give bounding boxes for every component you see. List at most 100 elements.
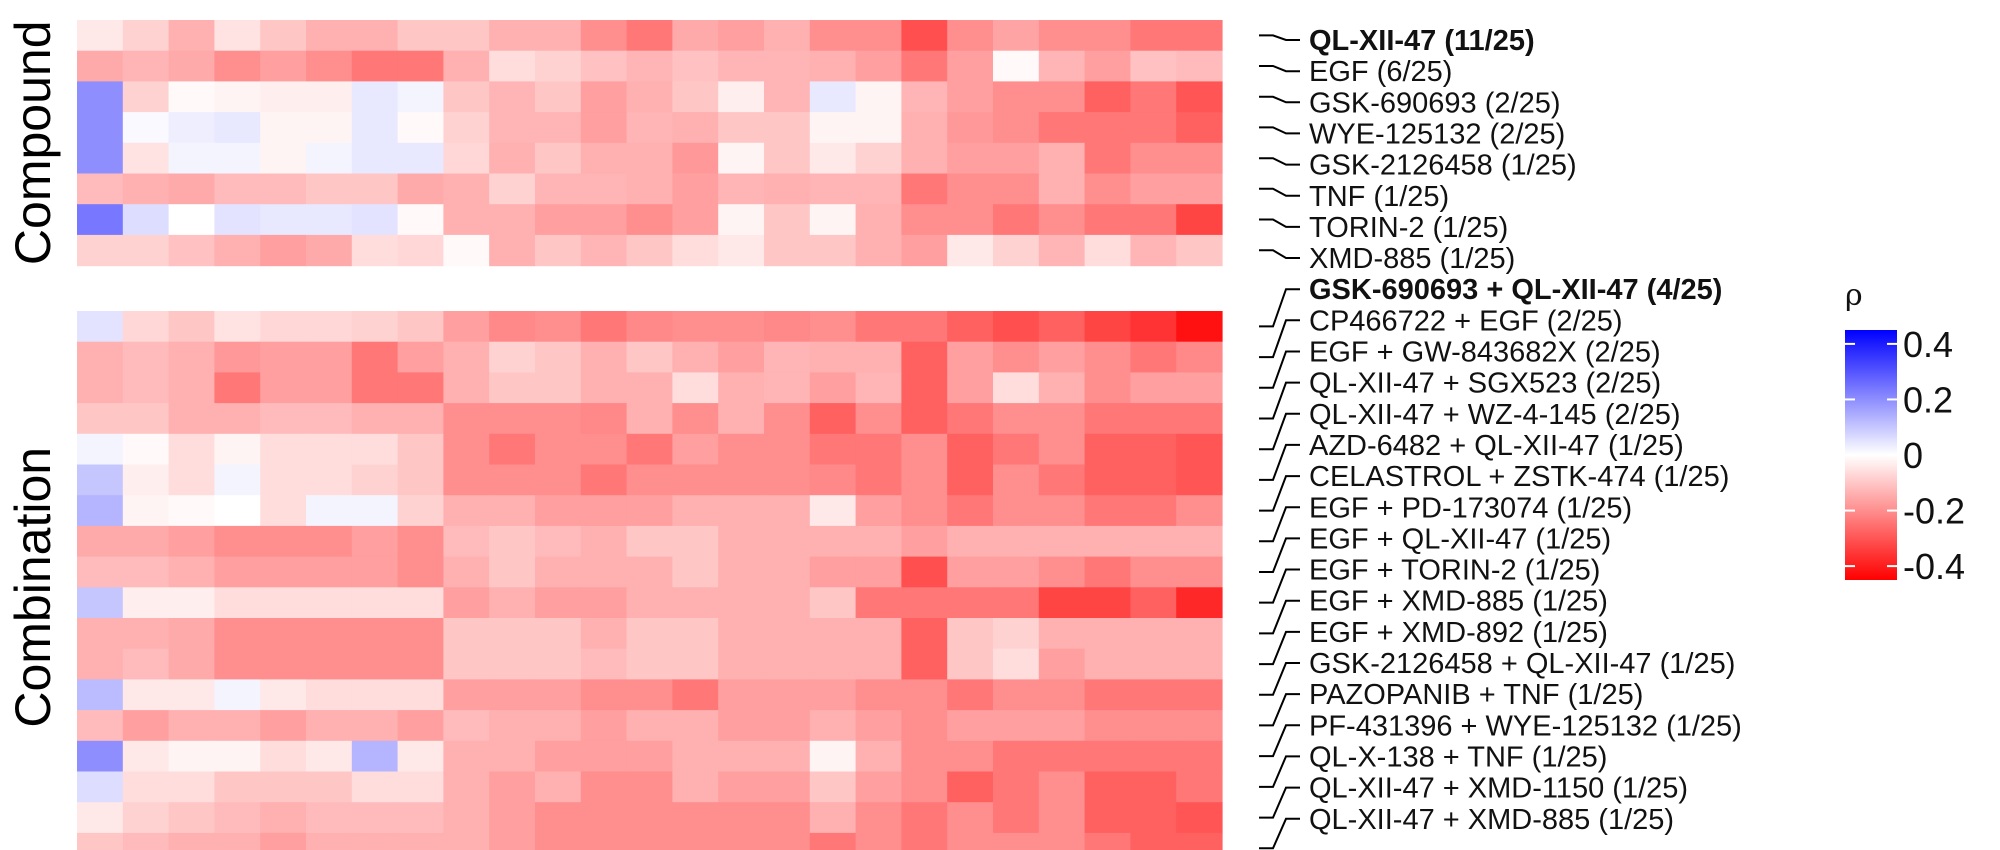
heatmap-cell — [260, 112, 307, 144]
heatmap-cell — [1084, 587, 1131, 619]
heatmap-cell — [306, 173, 353, 205]
heatmap-cell — [1176, 173, 1223, 205]
heatmap-cell — [1038, 710, 1086, 742]
heatmap-cell — [718, 50, 765, 82]
heatmap-cell — [397, 20, 444, 52]
heatmap-cell — [626, 311, 673, 343]
heatmap-cell — [535, 587, 582, 619]
heatmap-cell — [1038, 372, 1086, 404]
heatmap-cell — [1084, 341, 1131, 373]
heatmap-cell — [809, 618, 857, 650]
heatmap-cell — [1038, 204, 1086, 236]
heatmap-cell — [901, 142, 948, 175]
heatmap-cell — [443, 525, 490, 558]
heatmap-cell — [489, 679, 536, 711]
heatmap-cell — [351, 740, 399, 773]
heatmap-cell — [443, 587, 490, 619]
heatmap-cell — [901, 740, 948, 773]
heatmap-cell — [489, 771, 536, 803]
heatmap-cell — [1038, 234, 1086, 267]
legend-tick-label: 0 — [1903, 435, 1923, 476]
heatmap-cell — [77, 204, 124, 236]
heatmap-cell — [1130, 311, 1177, 343]
heatmap-cell — [122, 204, 170, 236]
heatmap-cell — [947, 234, 994, 267]
heatmap-cell — [489, 433, 536, 466]
heatmap-cell — [580, 802, 628, 834]
heatmap-cell — [1176, 648, 1223, 680]
row-label: TORIN-2 (1/25) — [1309, 212, 1508, 244]
heatmap-cell — [489, 142, 536, 175]
row-label: PAZOPANIB + TNF (1/25) — [1309, 679, 1643, 711]
heatmap-cell — [855, 50, 902, 82]
row-label: EGF + TORIN-2 (1/25) — [1309, 555, 1600, 587]
heatmap-cell — [306, 311, 353, 343]
heatmap-cell — [535, 112, 582, 144]
heatmap-cell — [1084, 173, 1131, 205]
heatmap-cell — [535, 648, 582, 680]
heatmap-cell — [489, 802, 536, 834]
heatmap-cell — [489, 618, 536, 650]
heatmap-cell — [718, 679, 765, 711]
heatmap-cell — [535, 20, 582, 52]
heatmap-cell — [993, 771, 1040, 803]
heatmap-cell — [260, 587, 307, 619]
heatmap-cell — [1084, 832, 1131, 850]
heatmap-cell — [351, 525, 399, 558]
heatmap-cell — [1130, 433, 1177, 466]
heatmap-cell — [809, 204, 857, 236]
heatmap-cell — [580, 142, 628, 175]
heatmap-cell — [168, 464, 215, 496]
heatmap-cell — [168, 832, 215, 850]
heatmap-cell — [214, 618, 261, 650]
group-titles: Compound Combination — [5, 20, 61, 727]
legend-tick-label: 0.2 — [1903, 379, 1953, 420]
heatmap-cell — [1038, 50, 1086, 82]
heatmap-cell — [397, 173, 444, 205]
heatmap-cell — [443, 648, 490, 680]
row-label: AZD-6482 + QL-XII-47 (1/25) — [1309, 430, 1684, 462]
heatmap-cell — [489, 20, 536, 52]
heatmap-cell — [535, 832, 582, 850]
heatmap-cell — [397, 648, 444, 680]
heatmap-cell — [764, 20, 811, 52]
heatmap-cell — [489, 710, 536, 742]
row-label: GSK-2126458 (1/25) — [1309, 150, 1577, 182]
heatmap-cell — [214, 679, 261, 711]
heatmap-cell — [260, 771, 307, 803]
heatmap-cell — [993, 464, 1040, 496]
heatmap-cell — [718, 525, 765, 558]
heatmap-cell — [718, 81, 765, 113]
heatmap-cell — [260, 740, 307, 773]
heatmap-cell — [626, 556, 673, 588]
heatmap-cell — [260, 142, 307, 175]
heatmap-cell — [306, 142, 353, 175]
heatmap-cell — [901, 403, 948, 435]
row-label: EGF + PD-173074 (1/25) — [1309, 492, 1632, 524]
heatmap-cell — [1130, 142, 1177, 175]
heatmap-cell — [947, 587, 994, 619]
color-legend: ρ 0.4 0.2 0 -0.2 -0.4 — [1845, 278, 1965, 587]
heatmap-cell — [672, 173, 719, 205]
heatmap-cell — [764, 832, 811, 850]
heatmap-cell — [993, 648, 1040, 680]
heatmap-cell — [718, 648, 765, 680]
heatmap-cell — [214, 341, 261, 373]
heatmap-cell — [809, 556, 857, 588]
heatmap-cell — [168, 20, 215, 52]
heatmap-cell — [901, 648, 948, 680]
heatmap-cell — [855, 495, 902, 527]
row-label: PF-431396 + WYE-125132 (1/25) — [1309, 710, 1742, 742]
heatmap-cell — [993, 556, 1040, 588]
heatmap-cell — [443, 50, 490, 82]
heatmap-cell — [351, 311, 399, 343]
heatmap-cell — [764, 112, 811, 144]
heatmap-cell — [626, 740, 673, 773]
heatmap-cell — [764, 311, 811, 343]
heatmap-cell — [351, 142, 399, 175]
heatmap-cell — [1176, 50, 1223, 82]
heatmap-cell — [993, 142, 1040, 175]
heatmap-cell — [1176, 618, 1223, 650]
heatmap-cell — [535, 771, 582, 803]
heatmap-cell — [214, 204, 261, 236]
